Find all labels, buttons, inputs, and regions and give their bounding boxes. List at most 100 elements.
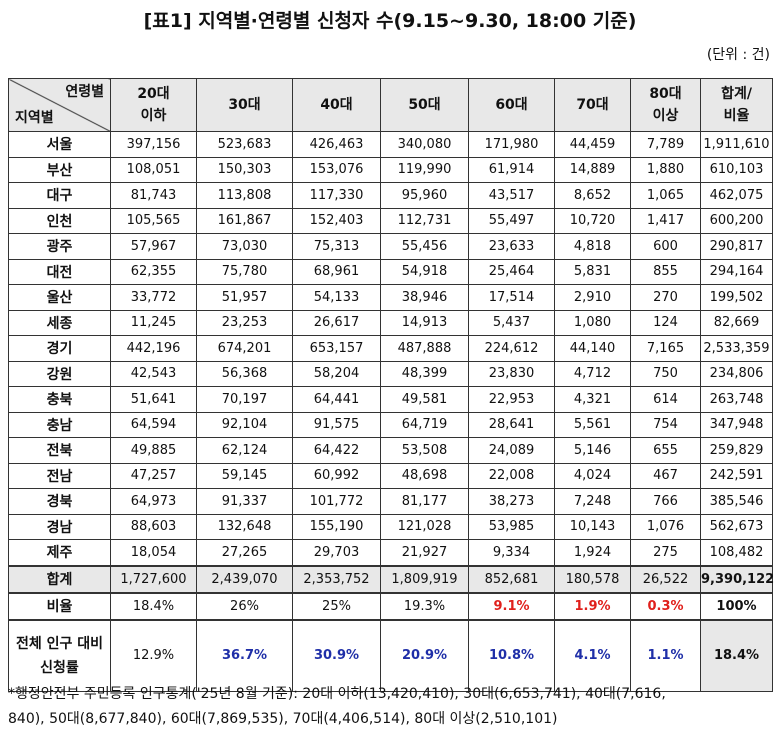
cell: 2,910 (554, 284, 631, 311)
cell: 59,145 (196, 462, 293, 489)
cell: 108,051 (110, 156, 197, 183)
column-header: 20대 이하 (110, 78, 197, 132)
corner-bottom: 지역별 (15, 110, 54, 126)
row-label: 부산 (8, 156, 111, 183)
row-label: 충북 (8, 386, 111, 413)
cell: 18.4% (110, 591, 197, 621)
row-label: 세종 (8, 309, 111, 336)
cell: 653,157 (292, 335, 381, 362)
cell: 27,265 (196, 539, 293, 566)
cell: 462,075 (700, 182, 773, 209)
cell: 68,961 (292, 258, 381, 285)
cell: 5,831 (554, 258, 631, 285)
cell: 234,806 (700, 360, 773, 387)
cell: 614 (630, 386, 701, 413)
cell: 33,772 (110, 284, 197, 311)
cell: 20.9% (380, 619, 469, 692)
cell: 30.9% (292, 619, 381, 692)
cell: 36.7% (196, 619, 293, 692)
cell: 2,353,752 (292, 564, 381, 593)
cell: 11,245 (110, 309, 197, 336)
cell: 4,818 (554, 233, 631, 260)
row-label: 대구 (8, 182, 111, 209)
cell: 62,124 (196, 437, 293, 464)
cell: 105,565 (110, 207, 197, 234)
label-line: 전북 (46, 443, 73, 460)
cell: 263,748 (700, 386, 773, 413)
label-line: 신청률 (40, 659, 79, 676)
header-line: 40대 (320, 97, 353, 113)
cell: 600 (630, 233, 701, 260)
cell: 108,482 (700, 539, 773, 566)
table-row: 서울 397,156 523,683 426,463 340,080 171,980 44,… (8, 131, 773, 158)
cell: 26,522 (630, 564, 701, 593)
cell: 2,439,070 (196, 564, 293, 593)
cell: 91,575 (292, 411, 381, 438)
data-table: 연령별 지역별 20대 이하 30대 40대 50대 60대 70대 80대 이상 합계/비율 서울… (8, 78, 774, 692)
label-line: 대구 (46, 188, 73, 205)
cell: 28,641 (468, 411, 555, 438)
cell: 852,681 (468, 564, 555, 593)
cell: 88,603 (110, 513, 197, 540)
cell: 92,104 (196, 411, 293, 438)
cell: 81,743 (110, 182, 197, 209)
label-line: 광주 (46, 239, 73, 256)
cell: 340,080 (380, 131, 469, 158)
cell: 153,076 (292, 156, 381, 183)
cell: 55,456 (380, 233, 469, 260)
header-line: 비율 (723, 108, 750, 124)
cell: 112,731 (380, 207, 469, 234)
cell: 5,561 (554, 411, 631, 438)
cell: 53,985 (468, 513, 555, 540)
cell: 26,617 (292, 309, 381, 336)
unit-note: (단위 : 건) (706, 47, 770, 63)
cell: 1,924 (554, 539, 631, 566)
cell: 655 (630, 437, 701, 464)
header-line: 합계/ (721, 86, 752, 102)
label-line: 합계 (46, 572, 73, 588)
cell: 91,337 (196, 488, 293, 515)
header-line: 이하 (140, 108, 167, 124)
cell: 1,076 (630, 513, 701, 540)
cell: 9.1% (468, 591, 555, 621)
cell: 1,065 (630, 182, 701, 209)
cell: 51,957 (196, 284, 293, 311)
cell: 64,973 (110, 488, 197, 515)
cell: 58,204 (292, 360, 381, 387)
row-label: 경기 (8, 335, 111, 362)
cell: 14,889 (554, 156, 631, 183)
column-header: 합계/비율 (700, 78, 773, 132)
table-row: 경기 442,196 674,201 653,157 487,888 224,612 44,… (8, 335, 773, 362)
cell: 7,248 (554, 488, 631, 515)
cell: 152,403 (292, 207, 381, 234)
cell: 21,927 (380, 539, 469, 566)
cell: 64,422 (292, 437, 381, 464)
table-row: 경북 64,973 91,337 101,772 81,177 38,273 7,248 76… (8, 488, 773, 515)
cell: 57,967 (110, 233, 197, 260)
label-line: 인천 (46, 213, 73, 230)
cell: 62,355 (110, 258, 197, 285)
cell: 14,913 (380, 309, 469, 336)
cell: 38,946 (380, 284, 469, 311)
column-header: 70대 (554, 78, 631, 132)
cell: 2,533,359 (700, 335, 773, 362)
table-row: 경남 88,603 132,648 155,190 121,028 53,985 10,14… (8, 513, 773, 540)
label-line: 대전 (46, 264, 73, 281)
row-label: 인천 (8, 207, 111, 234)
cell: 270 (630, 284, 701, 311)
cell: 26% (196, 591, 293, 621)
column-header: 60대 (468, 78, 555, 132)
row-label: 전체 인구 대비 신청률 (8, 619, 111, 692)
cell: 150,303 (196, 156, 293, 183)
table-row: 충북 51,641 70,197 64,441 49,581 22,953 4,321 614… (8, 386, 773, 413)
cell: 101,772 (292, 488, 381, 515)
cell: 47,257 (110, 462, 197, 489)
table-row: 대구 81,743 113,808 117,330 95,960 43,517 8,652 1… (8, 182, 773, 209)
table-row: 인천 105,565 161,867 152,403 112,731 55,497 10,7… (8, 207, 773, 234)
cell: 600,200 (700, 207, 773, 234)
cell: 100% (700, 591, 773, 621)
cell: 121,028 (380, 513, 469, 540)
cell: 49,885 (110, 437, 197, 464)
table-row: 제주 18,054 27,265 29,703 21,927 9,334 1,924 275 1… (8, 539, 773, 566)
